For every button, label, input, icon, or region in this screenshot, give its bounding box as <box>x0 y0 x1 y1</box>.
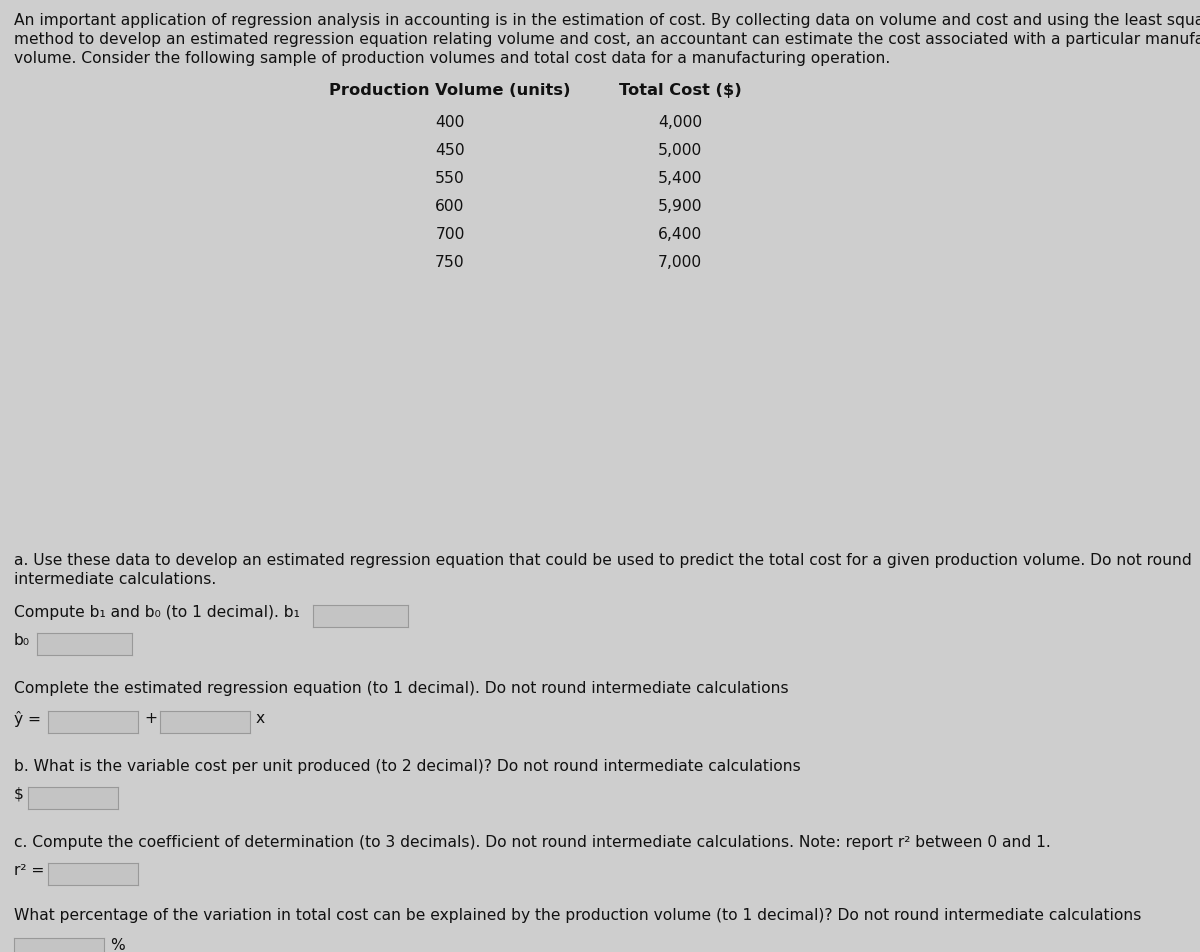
Text: 450: 450 <box>436 143 464 158</box>
Text: 6,400: 6,400 <box>658 227 702 242</box>
Text: 400: 400 <box>436 115 464 129</box>
Text: Compute b₁ and b₀ (to 1 decimal). b₁: Compute b₁ and b₀ (to 1 decimal). b₁ <box>14 605 300 620</box>
Text: 600: 600 <box>436 199 464 214</box>
Text: intermediate calculations.: intermediate calculations. <box>14 571 216 586</box>
Text: +: + <box>144 710 157 725</box>
Text: 7,000: 7,000 <box>658 255 702 269</box>
Text: 4,000: 4,000 <box>658 115 702 129</box>
Text: Production Volume (units): Production Volume (units) <box>329 83 571 98</box>
Text: What percentage of the variation in total cost can be explained by the productio: What percentage of the variation in tota… <box>14 907 1141 922</box>
Text: c. Compute the coefficient of determination (to 3 decimals). Do not round interm: c. Compute the coefficient of determinat… <box>14 834 1051 849</box>
Text: x: x <box>256 710 265 725</box>
Text: An important application of regression analysis in accounting is in the estimati: An important application of regression a… <box>14 13 1200 28</box>
Text: 750: 750 <box>436 255 464 269</box>
Text: Complete the estimated regression equation (to 1 decimal). Do not round intermed: Complete the estimated regression equati… <box>14 681 788 695</box>
Text: ŷ =: ŷ = <box>14 710 41 726</box>
Text: a. Use these data to develop an estimated regression equation that could be used: a. Use these data to develop an estimate… <box>14 552 1192 567</box>
Text: b. What is the variable cost per unit produced (to 2 decimal)? Do not round inte: b. What is the variable cost per unit pr… <box>14 758 800 773</box>
Text: 5,400: 5,400 <box>658 170 702 186</box>
Text: volume. Consider the following sample of production volumes and total cost data : volume. Consider the following sample of… <box>14 51 890 66</box>
Text: Total Cost ($): Total Cost ($) <box>619 83 742 98</box>
Text: method to develop an estimated regression equation relating volume and cost, an : method to develop an estimated regressio… <box>14 32 1200 47</box>
Text: 5,000: 5,000 <box>658 143 702 158</box>
Text: r² =: r² = <box>14 863 44 877</box>
Text: $: $ <box>14 786 24 802</box>
Text: b₀: b₀ <box>14 632 30 647</box>
Text: 700: 700 <box>436 227 464 242</box>
Text: 550: 550 <box>436 170 464 186</box>
Text: %: % <box>110 937 125 952</box>
Text: 5,900: 5,900 <box>658 199 702 214</box>
